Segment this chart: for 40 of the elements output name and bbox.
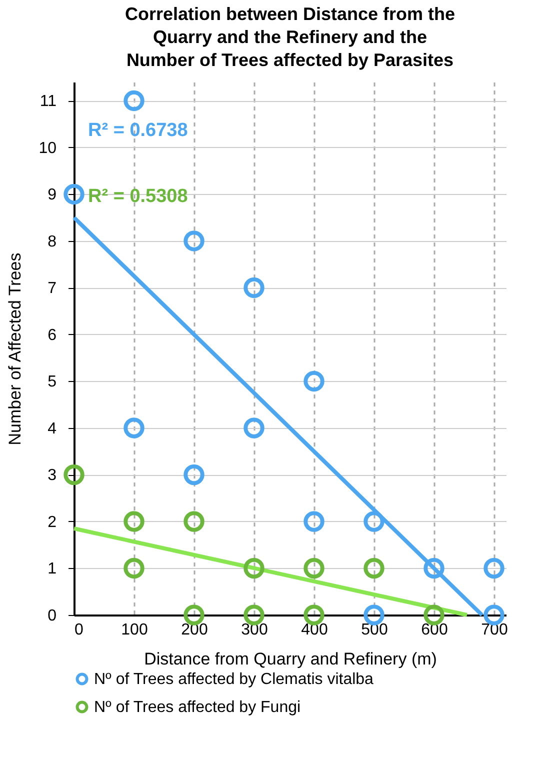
point [304, 511, 324, 532]
y-tick-label: 4 [48, 420, 57, 438]
point [184, 511, 204, 532]
y-tick-label: 7 [48, 280, 57, 298]
y-tick-label: 10 [38, 140, 57, 157]
point [64, 464, 84, 486]
annotation: R² = 0.6738 [88, 120, 188, 141]
y-tick-label: 11 [40, 93, 57, 110]
point [124, 90, 144, 112]
point [244, 277, 264, 298]
y-tick-label: 9 [48, 186, 57, 204]
y-tick-label: 0 [48, 608, 57, 624]
point [364, 511, 384, 532]
point [484, 558, 504, 579]
point [304, 370, 324, 392]
y-tick-label: 5 [48, 374, 57, 391]
y-tick-label: 2 [48, 514, 57, 531]
y-tick-label: 3 [48, 467, 57, 484]
point [124, 558, 144, 579]
y-axis-title: Number of Affected Trees [6, 252, 25, 446]
point [124, 511, 144, 532]
y-tick-label: 8 [48, 233, 57, 250]
point [304, 558, 324, 579]
point [124, 418, 144, 438]
point [184, 464, 204, 486]
point [184, 230, 204, 252]
y-tick-label: 6 [48, 326, 57, 344]
legend-label: Nº of Trees affected by Clematis vitalba [94, 671, 374, 688]
point [364, 558, 384, 579]
y-tick-label: 1 [48, 560, 57, 578]
legend-label: Nº of Trees affected by Fungi [94, 699, 301, 716]
point [424, 558, 444, 579]
x-tick-label: 0 [74, 622, 84, 638]
point [244, 558, 264, 579]
point [64, 184, 84, 205]
x-tick-label: 100 [121, 622, 148, 638]
annotation: R² = 0.5308 [88, 186, 188, 207]
chart-title: Correlation between Distance from the Quarry and the Refinery and the Number of Trees affected by Parasites [124, 4, 456, 70]
point [244, 418, 264, 438]
x-axis-title: Distance from Quarry and Refinery (m) [144, 650, 437, 668]
